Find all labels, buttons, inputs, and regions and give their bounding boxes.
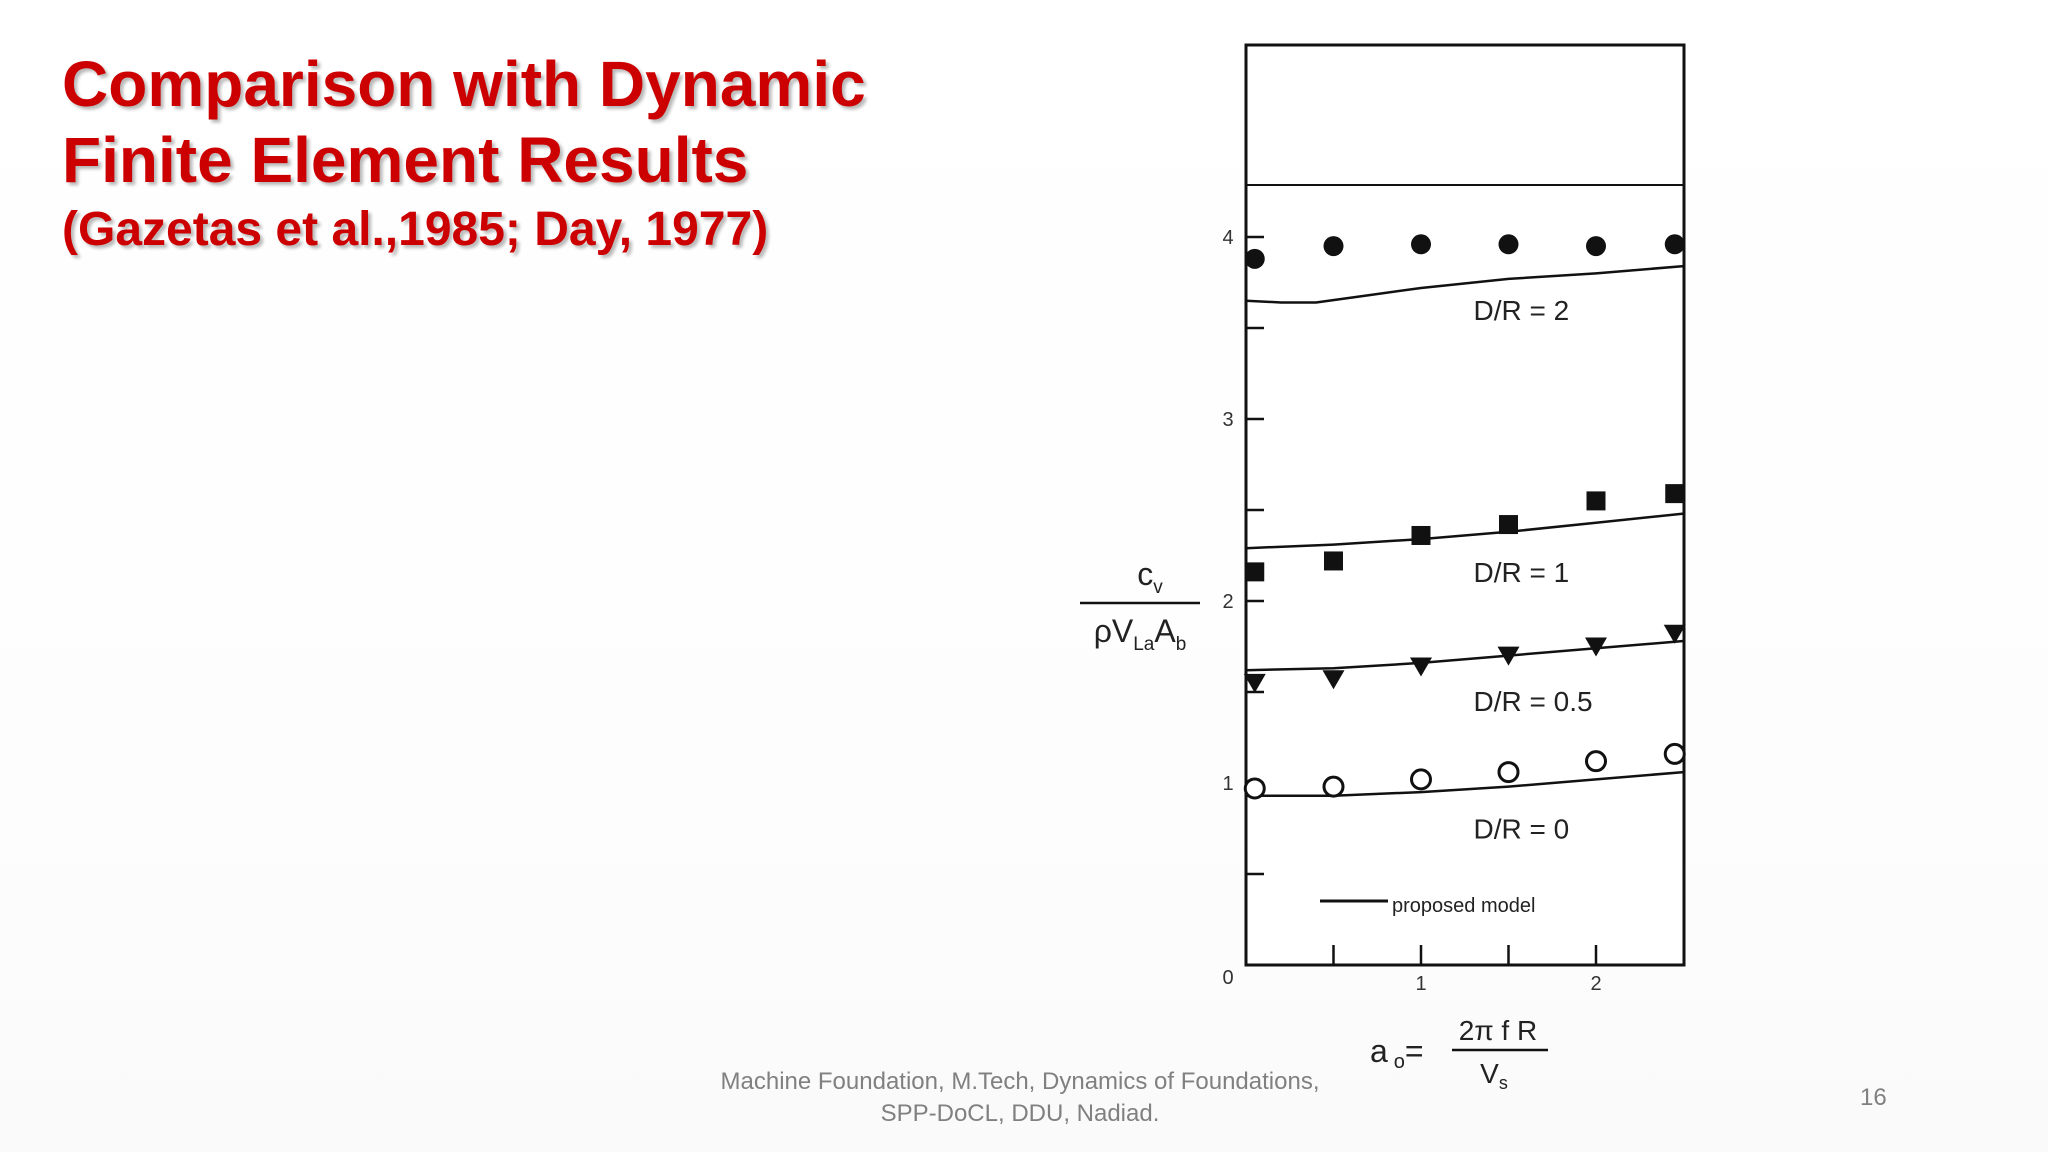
slide-title-line-1: Comparison with Dynamic (62, 48, 866, 120)
data-point-marker (1663, 742, 1686, 765)
plot-frame (1244, 43, 1686, 967)
svg-text:cv: cv (1137, 556, 1163, 598)
svg-text:ρVLaAb: ρVLaAb (1094, 613, 1187, 655)
x-tick-label: 2 (1590, 973, 1601, 995)
slide-subtitle: (Gazetas et al.,1985; Day, 1977) (62, 203, 769, 256)
y-tick-label: 4 (1222, 227, 1233, 249)
data-point-marker (1324, 551, 1343, 571)
data-point-marker (1499, 515, 1518, 535)
y-tick-label: 1 (1222, 773, 1233, 795)
y-label-numerator-sub: v (1153, 577, 1163, 598)
data-point-marker (1497, 761, 1520, 784)
data-point-marker (1411, 234, 1431, 255)
data-point-marker (1244, 248, 1265, 269)
y-label-denominator-a-sub: La (1133, 634, 1155, 655)
data-point-marker (1663, 624, 1686, 644)
x-label-denominator-sub: s (1499, 1073, 1508, 1093)
data-point-marker (1586, 491, 1606, 511)
x-label-lhs: a (1370, 1033, 1388, 1069)
data-point-marker (1410, 768, 1432, 791)
series-label: D/R = 1 (1474, 557, 1570, 588)
data-point-marker (1664, 234, 1685, 255)
x-tick-label: 1 (1415, 973, 1426, 995)
data-point-marker (1410, 657, 1432, 677)
data-point-marker (1322, 670, 1345, 690)
y-label-denominator-a: ρV (1094, 613, 1134, 649)
y-axis-tick-labels: 1 2 3 4 (1222, 227, 1233, 795)
data-point-marker (1586, 236, 1606, 257)
slide-title: Comparison with Dynamic Finite Element R… (62, 46, 866, 198)
svg-text:Vs: Vs (1480, 1058, 1508, 1093)
y-tick-label: 3 (1222, 409, 1233, 431)
series-label: D/R = 0 (1474, 814, 1570, 845)
footer-line-1: Machine Foundation, M.Tech, Dynamics of … (720, 1068, 1320, 1095)
x-label-denominator: V (1480, 1058, 1499, 1089)
y-tick-label: 2 (1222, 591, 1233, 613)
x-label-lhs-sub: o (1394, 1051, 1405, 1073)
data-point-marker (1323, 236, 1344, 257)
model-curve (1245, 512, 1684, 550)
data-point-marker (1245, 562, 1265, 582)
x-label-equals: = (1405, 1033, 1424, 1069)
series-d-r-2: D/R = 2 (1244, 234, 1685, 326)
data-point-marker (1243, 673, 1266, 693)
series-label: D/R = 2 (1474, 295, 1570, 326)
slide-footer: Machine Foundation, M.Tech, Dynamics of … (690, 1066, 1350, 1130)
data-point-marker (1411, 525, 1431, 545)
slide-number: 16 (1860, 1084, 1887, 1111)
series-d-r-1: D/R = 1 (1245, 484, 1685, 588)
series-d-r-0.5: D/R = 0.5 (1243, 624, 1686, 717)
data-point-marker (1665, 484, 1685, 504)
footer-line-2: SPP-DoCL, DDU, Nadiad. (880, 1100, 1160, 1127)
data-point-marker (1585, 637, 1607, 657)
data-point-marker (1243, 777, 1266, 800)
legend-label: proposed model (1392, 895, 1535, 917)
data-point-marker (1585, 750, 1607, 773)
y-label-numerator: c (1137, 556, 1153, 592)
svg-text:ao=: a o= (1370, 1033, 1424, 1073)
slide-title-line-2: Finite Element Results (62, 124, 749, 196)
data-point-marker (1498, 234, 1519, 255)
model-curve (1245, 639, 1684, 672)
origin-label: 0 (1222, 967, 1233, 989)
y-label-denominator-b: A (1154, 613, 1176, 649)
series-label: D/R = 0.5 (1474, 686, 1593, 717)
x-label-numerator: 2π f R (1459, 1015, 1537, 1046)
data-point-marker (1497, 646, 1520, 666)
model-curve (1245, 264, 1684, 304)
model-curve (1246, 770, 1684, 797)
series-layer: D/R = 2 D/R = 1 D/R = 0.5 D/R = 0 (1243, 234, 1686, 845)
x-axis-label: a o= 2π f R Vs (1370, 1015, 1548, 1093)
legend: proposed model (1320, 895, 1535, 917)
series-d-r-0: D/R = 0 (1243, 742, 1686, 845)
y-axis-label: cv ρVLaAb (1080, 556, 1200, 655)
y-label-denominator-b-sub: b (1176, 634, 1187, 655)
data-point-marker (1322, 775, 1345, 798)
x-axis-ticks (1332, 945, 1598, 965)
